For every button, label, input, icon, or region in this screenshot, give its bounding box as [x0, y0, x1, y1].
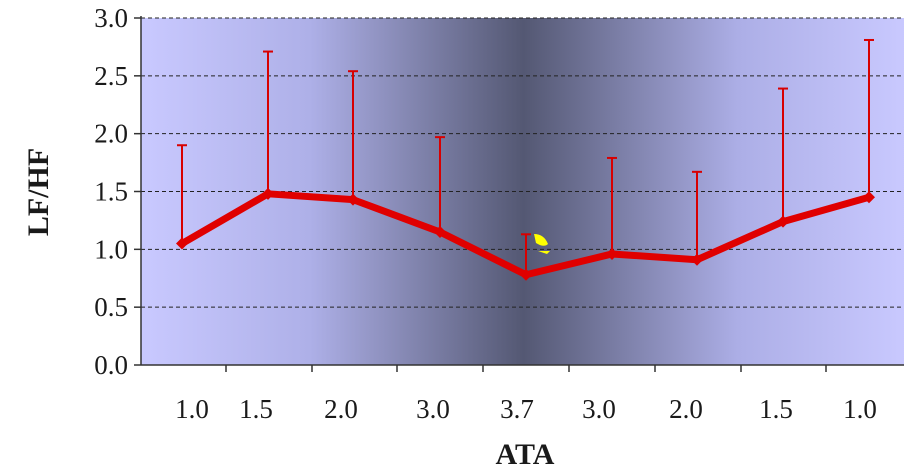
data-point: [691, 253, 703, 266]
x-tick-labels: 1.0 1.5 2.0 3.0 3.7 3.0 2.0 1.5 1.0: [175, 394, 877, 424]
data-point: [176, 237, 188, 250]
y-tick-label: 2.0: [94, 119, 128, 149]
x-tick-label: 1.0: [843, 394, 877, 424]
y-tick-label: 1.0: [94, 234, 128, 264]
x-tick-label: 2.0: [669, 394, 703, 424]
x-tick-label: 3.0: [582, 394, 616, 424]
x-tick-label: 1.5: [759, 394, 793, 424]
error-bars: [177, 38, 874, 275]
data-point: [777, 215, 789, 228]
x-tick-label: 3.0: [416, 394, 450, 424]
data-point: [520, 268, 532, 281]
y-tick-label: 0.0: [94, 350, 128, 380]
data-point: [434, 225, 446, 238]
x-tick-label: 3.7: [500, 394, 534, 424]
data-points: [176, 187, 875, 281]
y-axis-title: LF/HF: [22, 148, 55, 236]
cursor-highlight-icon: [534, 234, 548, 246]
y-tick-label: 3.0: [94, 3, 128, 33]
y-tick-label: 2.5: [94, 61, 128, 91]
data-point: [347, 193, 359, 206]
y-tick-labels: 0.0 0.5 1.0 1.5 2.0 2.5 3.0: [94, 3, 128, 380]
x-tick-label: 1.5: [239, 394, 273, 424]
x-tick-label: 1.0: [175, 394, 209, 424]
y-tick-label: 0.5: [94, 292, 128, 322]
data-point: [863, 191, 875, 204]
x-tick-label: 2.0: [324, 394, 358, 424]
x-axis-title: ATA: [496, 438, 555, 470]
cursor-highlight-tail: [538, 251, 550, 254]
axes: [134, 16, 904, 372]
data-point: [262, 187, 274, 200]
y-tick-label: 1.5: [94, 177, 128, 207]
data-point: [606, 247, 618, 260]
